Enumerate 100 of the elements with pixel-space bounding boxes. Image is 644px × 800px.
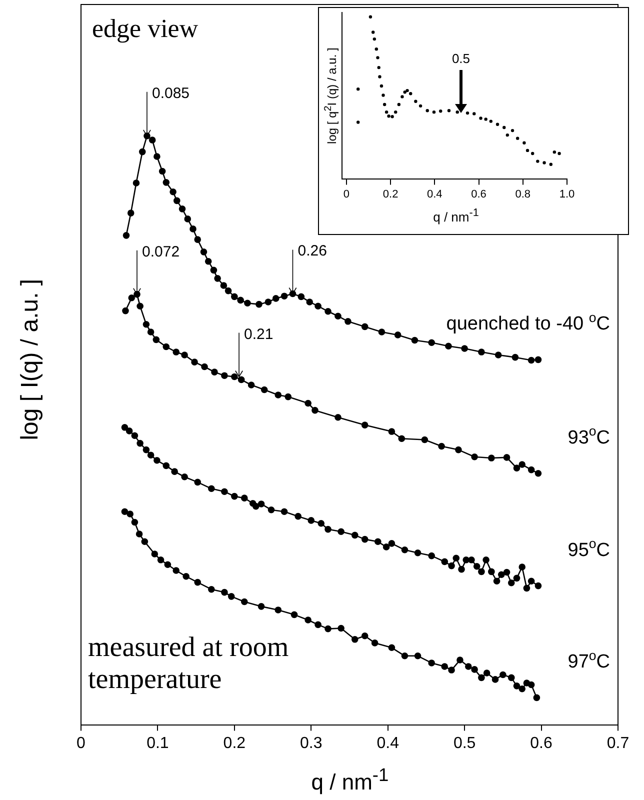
point <box>374 538 382 546</box>
point <box>131 518 138 526</box>
point <box>552 150 556 154</box>
point <box>258 500 265 508</box>
point <box>441 663 448 670</box>
point <box>513 574 520 582</box>
x-tick-label: 0.5 <box>453 734 476 752</box>
point <box>456 656 464 664</box>
point <box>127 210 134 216</box>
point <box>338 528 344 536</box>
point <box>338 624 344 632</box>
point <box>397 102 401 106</box>
point <box>324 308 332 315</box>
point <box>221 372 228 379</box>
point <box>478 348 485 356</box>
x-tick-label: 0.8 <box>515 188 531 200</box>
point <box>351 636 358 643</box>
point <box>401 546 408 554</box>
point <box>448 562 455 570</box>
point <box>516 136 520 140</box>
point <box>403 90 406 94</box>
point <box>221 588 228 596</box>
point <box>518 461 526 468</box>
point <box>194 236 202 243</box>
point <box>528 466 535 474</box>
point <box>164 561 172 568</box>
point <box>356 87 360 91</box>
point <box>136 440 144 447</box>
point <box>489 120 492 123</box>
point <box>503 454 510 461</box>
point <box>492 676 499 683</box>
point <box>536 160 540 163</box>
point <box>268 506 275 514</box>
point <box>496 122 500 126</box>
point <box>432 110 436 114</box>
point <box>194 578 202 586</box>
point <box>132 180 140 186</box>
point <box>221 488 228 495</box>
point <box>361 536 368 543</box>
point <box>154 456 160 464</box>
point <box>190 226 196 232</box>
point <box>252 502 260 510</box>
annotation: 0.5 <box>450 51 472 67</box>
point <box>478 674 485 682</box>
point <box>376 56 380 60</box>
point <box>398 435 406 442</box>
point <box>318 520 325 527</box>
point <box>549 162 552 166</box>
point <box>448 666 455 674</box>
point <box>414 549 422 556</box>
point <box>122 307 129 314</box>
point <box>231 492 238 500</box>
point <box>447 109 451 112</box>
point <box>513 682 520 690</box>
point <box>324 625 332 632</box>
point <box>241 494 248 502</box>
point <box>528 356 535 364</box>
point <box>170 188 176 196</box>
point <box>142 320 150 328</box>
point <box>473 562 480 570</box>
x-tick-label: 0 <box>343 188 350 200</box>
x-tick-label: 0.4 <box>427 188 442 200</box>
point <box>324 526 332 533</box>
point <box>231 293 238 300</box>
point <box>308 517 315 524</box>
point <box>488 454 495 462</box>
point <box>513 464 520 472</box>
point <box>274 392 282 398</box>
point <box>224 287 232 294</box>
point <box>528 578 535 585</box>
x-tick-label: 0.7 <box>606 734 630 752</box>
point <box>351 532 358 539</box>
point <box>258 603 265 610</box>
point <box>465 663 472 670</box>
point <box>528 681 535 688</box>
point <box>371 640 378 646</box>
point <box>498 571 505 578</box>
point <box>510 128 514 132</box>
point <box>428 552 435 560</box>
point <box>378 328 386 336</box>
point <box>178 206 186 212</box>
point <box>122 232 130 239</box>
point <box>484 118 488 121</box>
point <box>126 428 133 434</box>
point <box>411 336 418 344</box>
point <box>479 116 482 120</box>
point <box>280 508 288 516</box>
point <box>304 616 312 624</box>
point <box>478 568 485 576</box>
point <box>500 671 506 678</box>
point <box>534 470 542 477</box>
point <box>372 37 376 41</box>
point <box>472 112 476 116</box>
point <box>361 422 368 428</box>
point <box>211 368 218 376</box>
point <box>173 197 180 204</box>
annotation: 0.072 <box>142 243 180 260</box>
point <box>172 348 180 356</box>
x-tick-label: 0.4 <box>376 734 400 752</box>
point <box>181 473 188 480</box>
